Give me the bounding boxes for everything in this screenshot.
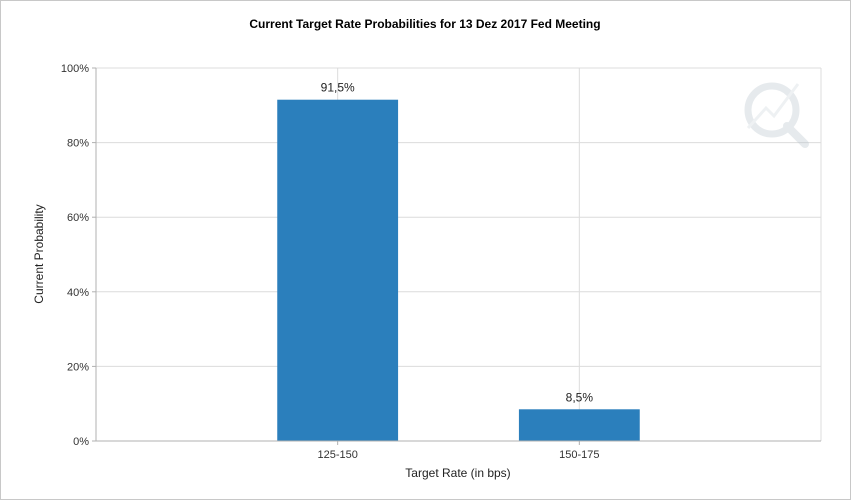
x-axis-title: Target Rate (in bps) [405,466,510,480]
grid-layer [95,67,822,442]
x-tick-label: 125-150 [317,449,357,461]
y-tick-label: 20% [67,361,89,373]
chart-title: Current Target Rate Probabilities for 13… [249,17,600,31]
quikstrike-logo-icon [744,82,809,148]
y-tick-label: 40% [67,287,89,299]
x-tick-label: 150-175 [559,449,599,461]
bars-layer: 91,5% 8,5% [277,81,640,441]
y-tick-label: 80% [67,138,89,150]
y-tick-label: 0% [73,436,89,448]
bar [518,409,640,441]
y-tick-label: 60% [67,212,89,224]
y-axis-title: Current Probability [32,204,46,303]
bar-value-label: 91,5% [321,81,355,95]
y-tick-label: 100% [61,63,89,75]
bar [277,99,399,441]
bar-value-label: 8,5% [566,390,594,404]
axes-layer: 0% 20% 40% 60% 80% 100% 125-150 150-175 [61,63,821,461]
